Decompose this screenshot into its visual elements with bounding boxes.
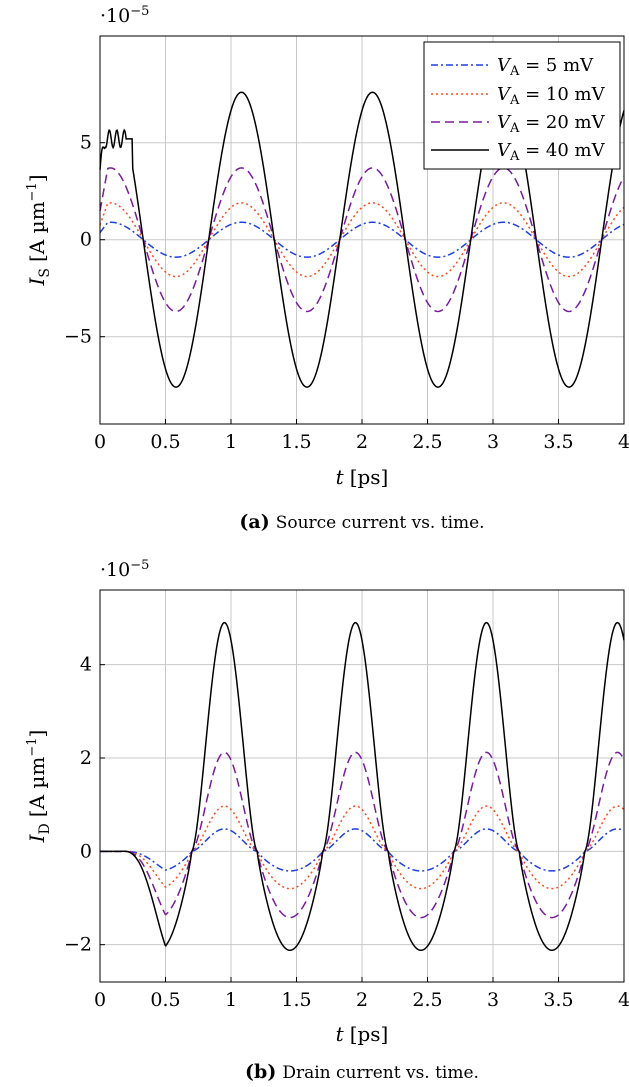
legend-item-10mv: VA = 10 mV <box>431 84 606 108</box>
chart-b-ytick-label: −2 <box>64 934 92 956</box>
chart-b-ytick-label: 4 <box>80 654 92 676</box>
chart-b-series-line <box>100 805 625 890</box>
chart-a-xtick-label: 2 <box>356 431 368 453</box>
chart-b-ytick-label: 2 <box>80 747 92 769</box>
chart-a-caption: (a) Source current vs. time. <box>239 511 484 533</box>
chart-b-series-line <box>100 621 625 952</box>
chart-a-series-line <box>99 167 625 313</box>
chart-b-ticks: 0 0.5 1 1.5 2 2.5 3 3.5 4 −2 0 2 4 <box>64 654 629 1011</box>
chart-b-xtick-label: 4 <box>618 989 629 1011</box>
chart-a-xlabel: t [ps] <box>336 465 389 489</box>
chart-a-xtick-label: 0.5 <box>150 431 180 453</box>
chart-b-xtick-label: 3 <box>487 989 499 1011</box>
chart-a-exponent: ·10−5 <box>100 4 149 27</box>
legend-label-20mv: VA = 20 mV <box>497 112 606 136</box>
chart-a-legend: VA = 5 mV VA = 10 mV VA = 20 mV VA = 40 … <box>423 41 621 170</box>
chart-b-xtick-label: 2.5 <box>412 989 442 1011</box>
chart-a-series-line <box>99 91 625 388</box>
chart-b-caption: (b) Drain current vs. time. <box>245 1061 479 1083</box>
legend-item-5mv: VA = 5 mV <box>431 55 594 79</box>
chart-a-series <box>99 91 625 388</box>
chart-b-series <box>100 621 625 952</box>
chart-a-xtick-label: 4 <box>618 431 629 453</box>
chart-b-xtick-label: 1 <box>225 989 237 1011</box>
chart-a-xtick-label: 3 <box>487 431 499 453</box>
chart-a-xtick-label: 0 <box>94 431 106 453</box>
legend-item-40mv: VA = 40 mV <box>431 140 606 164</box>
chart-a-ticks: 0 0.5 1 1.5 2 2.5 3 3.5 4 −5 0 5 <box>64 132 629 453</box>
chart-a-xtick-label: 1 <box>225 431 237 453</box>
chart-b-ytick-label: 0 <box>80 840 92 862</box>
chart-b-xtick-label: 3.5 <box>543 989 573 1011</box>
chart-b-series-line <box>100 751 625 919</box>
legend-label-10mv: VA = 10 mV <box>497 84 606 108</box>
legend-label-40mv: VA = 40 mV <box>497 140 606 164</box>
chart-a-xtick-label: 2.5 <box>412 431 442 453</box>
chart-b-xtick-label: 1.5 <box>281 989 311 1011</box>
chart-b-xtick-label: 0 <box>94 989 106 1011</box>
legend-item-20mv: VA = 20 mV <box>431 112 606 136</box>
chart-a: 0 0.5 1 1.5 2 2.5 3 3.5 4 −5 0 5 ·10−5 IS[A µm−1] t… <box>25 4 629 533</box>
chart-b-xtick-label: 2 <box>356 989 368 1011</box>
chart-b-grid <box>100 590 624 982</box>
chart-b-exponent: ·10−5 <box>100 558 149 581</box>
chart-a-ytick-label: 0 <box>80 229 92 251</box>
chart-b-xtick-label: 0.5 <box>150 989 180 1011</box>
chart-a-ytick-label: −5 <box>64 326 92 348</box>
chart-a-xtick-label: 1.5 <box>281 431 311 453</box>
chart-a-xtick-label: 3.5 <box>543 431 573 453</box>
chart-b-ylabel: ID[A µm−1] <box>25 730 53 844</box>
chart-b-xlabel: t [ps] <box>336 1022 389 1046</box>
chart-a-ytick-label: 5 <box>80 132 92 154</box>
chart-a-legend-box <box>423 41 621 170</box>
legend-label-5mv: VA = 5 mV <box>497 55 594 79</box>
chart-a-ylabel: IS[A µm−1] <box>25 174 53 286</box>
chart-b-series-line <box>100 828 625 872</box>
